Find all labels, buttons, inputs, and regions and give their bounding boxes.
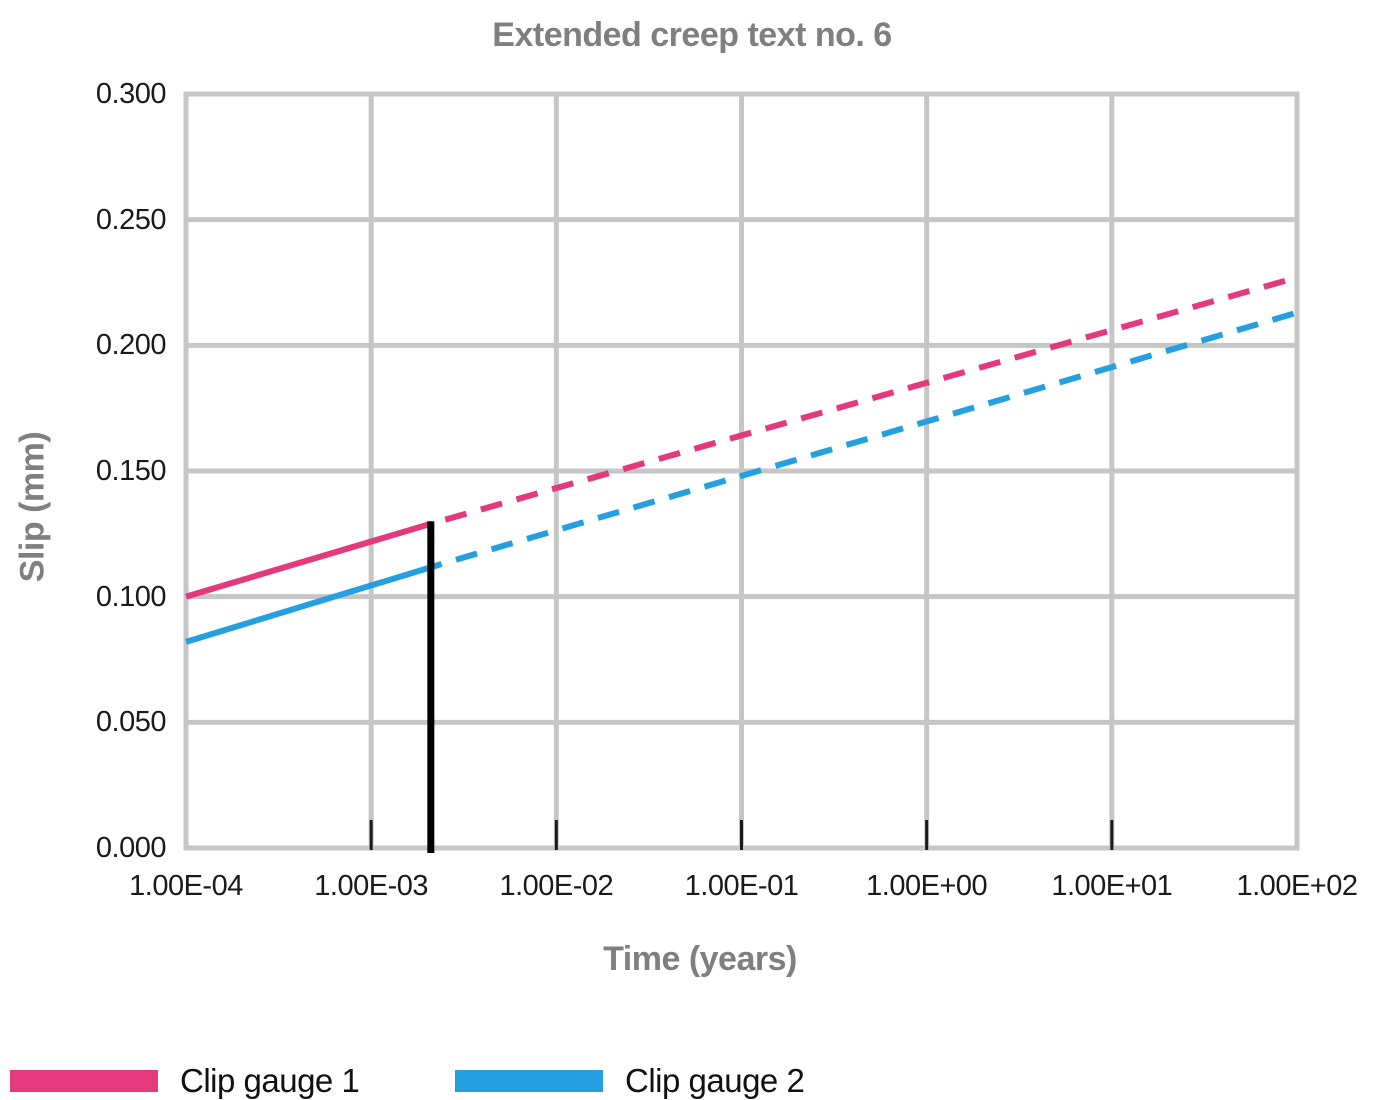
y-axis-tick-labels: 0.300 0.250 0.200 0.150 0.100 0.050 0.000 [38,0,167,900]
x-axis-tick-labels: 1.00E-04 1.00E-03 1.00E-02 1.00E-01 1.00E+00… [0,870,1384,906]
y-tick-label: 0.100 [95,580,167,613]
x-tick-label: 1.00E-03 [314,870,428,902]
series-line-dashed-2 [440,309,1298,567]
series-line-solid-1 [185,520,432,600]
x-tick-label: 1.00E-04 [129,870,243,902]
y-tick-label: 0.000 [95,832,167,864]
legend-swatch-clip-gauge-2 [455,1070,603,1092]
series-line-solid-2 [185,561,443,645]
legend-swatch-clip-gauge-1 [10,1070,158,1092]
chart-title: Extended creep text no. 6 [492,16,892,54]
y-tick-label: 0.250 [95,203,167,236]
x-tick-label: 1.00E+01 [1051,870,1173,902]
legend: Clip gauge 1 Clip gauge 2 [0,1062,1384,1100]
x-tick-label: 1.00E-02 [499,870,614,902]
y-tick-label: 0.300 [95,78,167,110]
x-tick-label: 1.00E-01 [684,870,799,902]
y-tick-label: 0.150 [95,455,167,487]
y-tick-label: 0.200 [95,329,167,362]
legend-item-clip-gauge-2: Clip gauge 2 [455,1062,805,1100]
legend-label-clip-gauge-2: Clip gauge 2 [625,1062,805,1099]
x-tick-label: 1.00E+02 [1236,870,1358,902]
x-axis-title: Time (years) [603,940,797,978]
series-line-dashed-1 [430,274,1298,527]
y-tick-label: 0.050 [95,706,167,739]
x-tick-label: 1.00E+00 [866,870,988,902]
legend-item-clip-gauge-1: Clip gauge 1 [10,1062,360,1100]
legend-label-clip-gauge-1: Clip gauge 1 [180,1062,360,1099]
